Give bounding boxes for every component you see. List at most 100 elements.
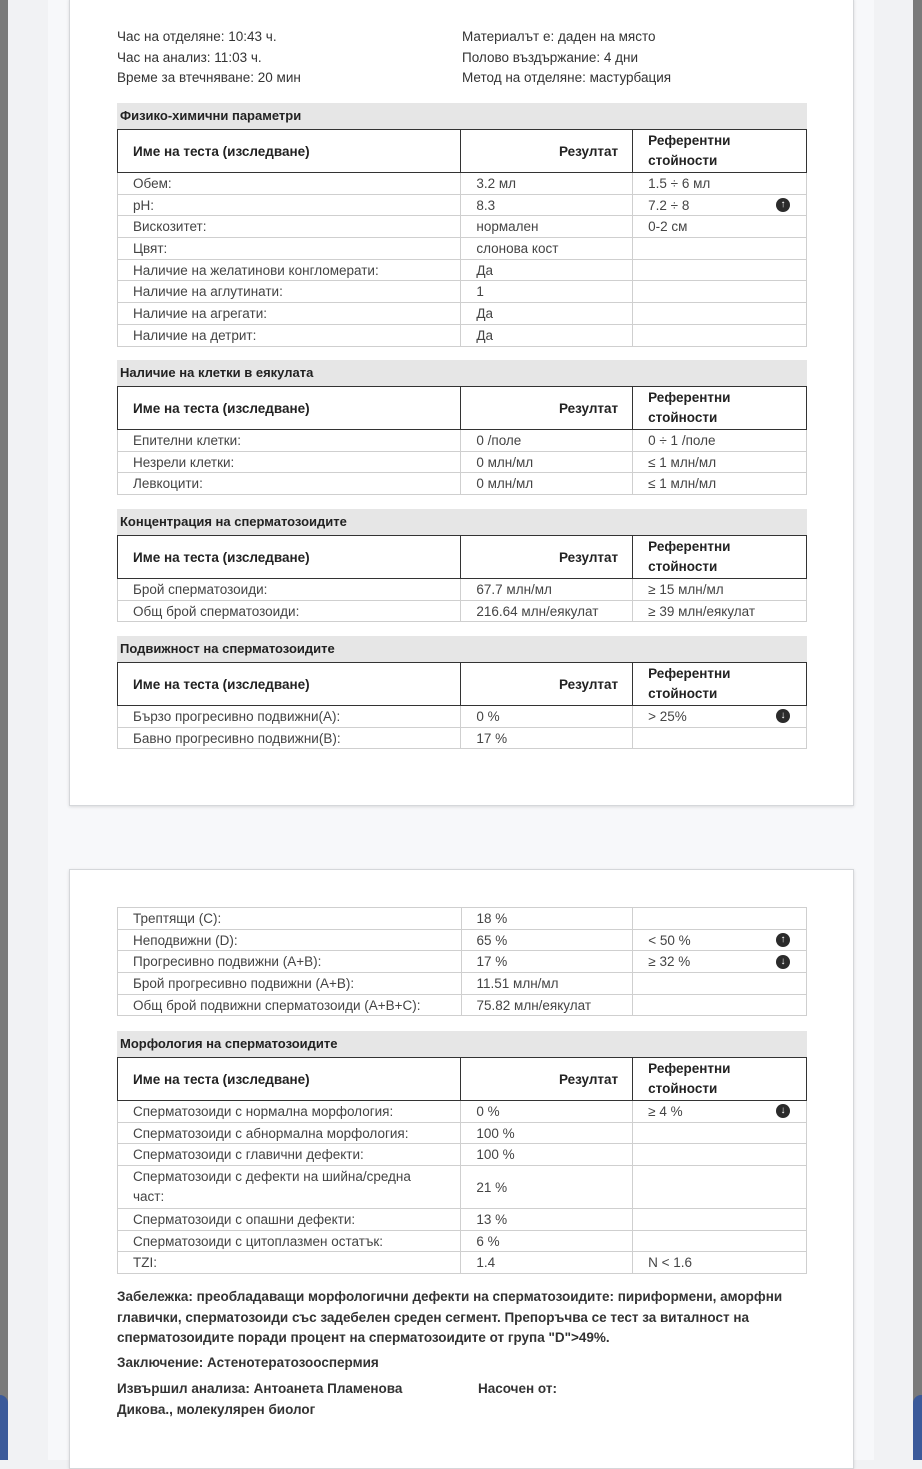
header-ref-line2: стойности	[648, 153, 718, 168]
header-result: Резултат	[460, 535, 634, 579]
header-ref-line2: стойности	[648, 410, 718, 425]
table-row: TZI: 1.4 N < 1.6	[116, 1251, 807, 1275]
result-value: 8.3	[460, 193, 634, 217]
result-value: 216.64 млн/еякулат	[460, 599, 634, 623]
result-value: 1	[460, 280, 634, 304]
info-left: Час на отделяне: 10:43 ч. Час на анализ:…	[117, 27, 301, 89]
table-row: Сперматозоиди с цитоплазмен остатък: 6 %	[116, 1229, 807, 1253]
test-name: pH:	[116, 193, 462, 217]
test-name: Наличие на агрегати:	[116, 302, 462, 325]
section-title: Физико-химични параметри	[117, 103, 807, 129]
right-blue-button[interactable]	[913, 1395, 922, 1460]
reference-value: ≤ 1 млн/мл	[632, 450, 807, 474]
header-ref-line1: Референтни	[648, 666, 731, 681]
reference-value: ≥ 15 млн/мл	[632, 578, 807, 601]
info-line: Час на анализ: 11:03 ч.	[117, 49, 262, 65]
result-value: Да	[460, 258, 634, 282]
result-value: 100 %	[460, 1121, 634, 1145]
test-name: Наличие на желатинови конгломерати:	[116, 258, 462, 282]
reference-value: N < 1.6	[632, 1251, 807, 1275]
left-blue-button[interactable]	[0, 1395, 8, 1460]
result-value: 0 млн/мл	[460, 472, 634, 496]
performed-by: Извършил анализа: Антоанета Пламенова Ди…	[117, 1381, 403, 1417]
result-value: Да	[460, 302, 634, 325]
reference-value	[632, 993, 807, 1017]
table-row: Обем: 3.2 мл 1.5 ÷ 6 мл	[116, 172, 807, 195]
table-row: Неподвижни (D): 65 % < 50 % ↑	[117, 928, 807, 952]
header-name: Име на теста (изследване)	[116, 535, 462, 579]
arrow-down-circle-icon: ↓	[776, 1104, 790, 1119]
header-name: Име на теста (изследване)	[116, 129, 462, 173]
table-row: Брой прогресивно подвижни (A+B): 11.51 мл…	[117, 972, 807, 995]
result-value: 18 %	[460, 907, 634, 930]
header-ref: Референтни стойности	[632, 1057, 807, 1101]
table-row: Сперматозоиди с главични дефекти: 100 %	[116, 1143, 807, 1167]
header-name: Име на теста (изследване)	[116, 1057, 462, 1101]
header-result: Резултат	[460, 386, 634, 430]
table-row: Сперматозоиди с опашни дефекти: 13 %	[116, 1208, 807, 1231]
table-row: Епителни клетки: 0 /поле 0 ÷ 1 /поле	[116, 429, 807, 452]
section-title: Концентрация на сперматозоидите	[117, 509, 807, 535]
reference-value	[632, 1229, 807, 1253]
reference-value	[632, 1121, 807, 1145]
reference-value	[632, 1143, 807, 1167]
reference-text: ≥ 4 %	[648, 1103, 683, 1119]
table-row: Трептящи (C): 18 %	[117, 907, 807, 930]
result-value: 0 %	[460, 705, 634, 728]
reference-value	[632, 726, 807, 750]
header-ref: Референтни стойности	[632, 129, 807, 173]
reference-value	[632, 1165, 807, 1210]
result-value: 17 %	[460, 726, 634, 750]
section-title: Наличие на клетки в еякулата	[117, 360, 807, 386]
header-ref: Референтни стойности	[632, 535, 807, 579]
reference-value: 1.5 ÷ 6 мл	[632, 172, 807, 195]
result-value: 65 %	[460, 928, 634, 952]
test-name: Брой сперматозоиди:	[116, 578, 462, 601]
reference-text: 0-2 см	[648, 219, 688, 235]
table-row: pH: 8.3 7.2 ÷ 8 ↑	[116, 193, 807, 217]
table-header: Име на теста (изследване) Резултат Референ…	[116, 535, 807, 579]
info-line: Материалът е: даден на място	[462, 29, 656, 44]
header-ref-line2: стойности	[648, 686, 718, 701]
table-header: Име на теста (изследване) Резултат Референ…	[116, 386, 807, 430]
table-row: Сперматозоиди с абнормална морфология: 10…	[116, 1121, 807, 1145]
result-value: 21 %	[460, 1165, 634, 1210]
table-row: Незрели клетки: 0 млн/мл ≤ 1 млн/мл	[116, 450, 807, 474]
reference-value: ≥ 39 млн/еякулат	[632, 599, 807, 623]
results-table: Име на теста (изследване) Резултат Референ…	[116, 1057, 807, 1275]
table-row: Общ брой сперматозоиди: 216.64 млн/еякула…	[116, 599, 807, 623]
reference-value	[632, 302, 807, 325]
header-ref-line1: Референтни	[648, 133, 731, 148]
table-row: Левкоцити: 0 млн/мл ≤ 1 млн/мл	[116, 472, 807, 496]
table-header: Име на теста (изследване) Резултат Референ…	[116, 1057, 807, 1101]
result-value: 75.82 млн/еякулат	[460, 993, 634, 1017]
result-value: 6 %	[460, 1229, 634, 1253]
section-0: Физико-химични параметри Име на теста (из…	[116, 103, 807, 347]
reference-value: ≥ 32 % ↓	[632, 950, 807, 974]
section-5: Морфология на сперматозоидите Име на тест…	[116, 1031, 807, 1275]
header-ref-line2: стойности	[648, 1081, 718, 1096]
result-value: 0 %	[460, 1100, 634, 1123]
result-value: 17 %	[460, 950, 634, 974]
header-result: Резултат	[460, 129, 634, 173]
reference-value	[632, 972, 807, 995]
test-name: Епителни клетки:	[116, 429, 462, 452]
test-name: Вискозитет:	[116, 215, 462, 239]
result-value: слонова кост	[460, 237, 634, 260]
left-edge	[0, 0, 8, 1460]
test-name: Сперматозоиди с главични дефекти:	[116, 1143, 462, 1167]
result-value: нормален	[460, 215, 634, 239]
section-1: Наличие на клетки в еякулата Име на теста…	[116, 360, 807, 496]
section-2: Концентрация на сперматозоидите Име на те…	[116, 509, 807, 623]
reference-text: 0 ÷ 1 /поле	[648, 432, 716, 448]
test-name: Обем:	[116, 172, 462, 195]
test-name: Трептящи (C):	[117, 907, 462, 930]
section-title: Подвижност на сперматозоидите	[117, 636, 807, 662]
result-value: 13 %	[460, 1208, 634, 1231]
test-name: Незрели клетки:	[116, 450, 462, 474]
test-name: Сперматозоиди с дефекти на шийна/средна …	[116, 1165, 462, 1210]
reference-text: ≥ 39 млн/еякулат	[648, 603, 756, 619]
test-name: Сперматозоиди с опашни дефекти:	[116, 1208, 462, 1231]
test-name: Сперматозоиди с нормална морфология:	[116, 1100, 462, 1123]
table-row: Сперматозоиди с дефекти на шийна/средна …	[116, 1165, 807, 1210]
